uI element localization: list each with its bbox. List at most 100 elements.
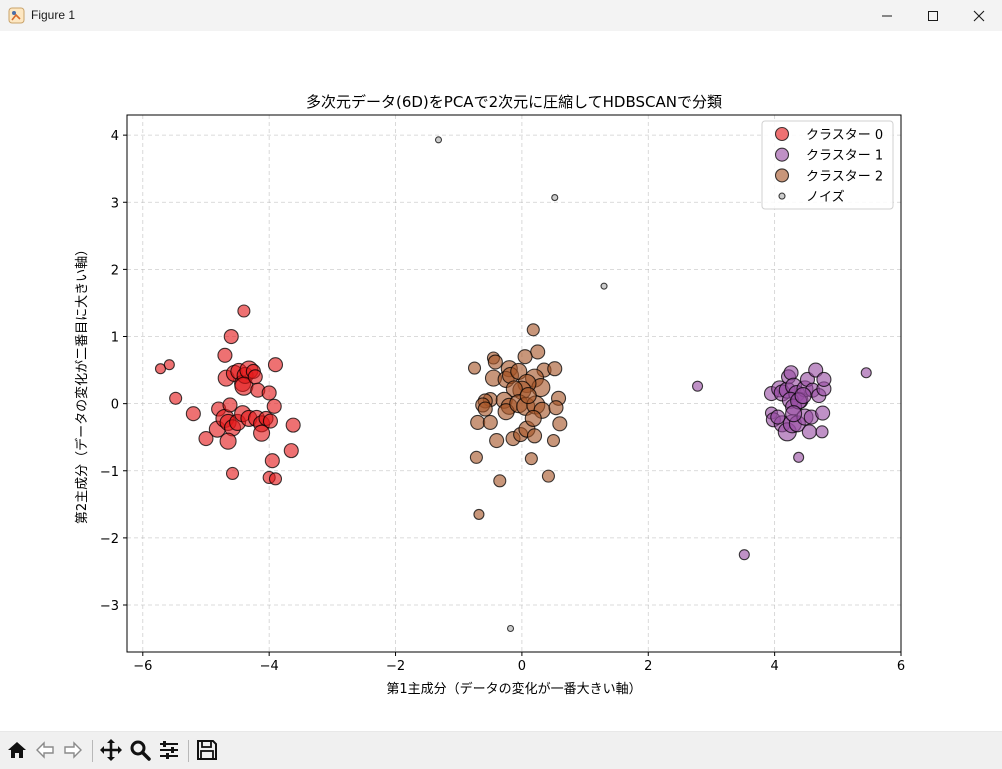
data-point bbox=[434, 136, 443, 144]
x-tick-label: 0 bbox=[518, 659, 526, 674]
window-titlebar: Figure 1 bbox=[0, 0, 1002, 32]
data-point bbox=[283, 443, 299, 459]
data-point bbox=[237, 304, 251, 318]
chart-legend: クラスター 0 クラスター 1 クラスター 2 ノイズ bbox=[761, 120, 894, 210]
y-tick-label: 4 bbox=[111, 129, 119, 144]
data-point bbox=[470, 414, 486, 430]
plot-area bbox=[126, 114, 902, 653]
data-point bbox=[552, 416, 568, 432]
data-point bbox=[222, 397, 238, 413]
data-point bbox=[738, 549, 750, 561]
data-point bbox=[517, 349, 533, 365]
matplotlib-figure-icon bbox=[8, 7, 25, 24]
maximize-button[interactable] bbox=[910, 0, 956, 31]
data-point bbox=[469, 450, 483, 464]
data-point bbox=[482, 414, 498, 430]
data-point bbox=[815, 425, 829, 439]
data-point bbox=[268, 472, 283, 486]
data-point bbox=[524, 452, 538, 466]
y-tick-label: −1 bbox=[100, 465, 119, 480]
data-point bbox=[793, 451, 805, 463]
data-point bbox=[489, 433, 505, 449]
back-arrow-icon bbox=[36, 741, 54, 759]
legend-box bbox=[761, 120, 894, 210]
back-button[interactable] bbox=[33, 738, 57, 762]
data-point bbox=[487, 354, 503, 370]
x-tick-label: −6 bbox=[133, 659, 152, 674]
data-point bbox=[547, 361, 563, 377]
close-icon bbox=[973, 10, 985, 21]
data-point bbox=[519, 387, 537, 405]
data-point bbox=[493, 474, 507, 488]
close-button[interactable] bbox=[956, 0, 1002, 31]
minimize-icon bbox=[882, 15, 892, 16]
data-point bbox=[860, 367, 872, 379]
data-point bbox=[600, 282, 608, 290]
data-point bbox=[801, 424, 817, 440]
data-point bbox=[546, 434, 561, 448]
zoom-button[interactable] bbox=[128, 738, 152, 762]
data-point bbox=[548, 400, 564, 416]
data-point bbox=[154, 363, 167, 375]
data-point bbox=[223, 328, 239, 345]
data-point bbox=[253, 424, 271, 442]
toolbar-separator bbox=[92, 740, 93, 762]
data-point bbox=[815, 405, 831, 421]
y-tick-label: 1 bbox=[111, 331, 119, 346]
forward-button[interactable] bbox=[61, 738, 85, 762]
window-title: Figure 1 bbox=[31, 8, 76, 22]
y-tick-label: 0 bbox=[111, 398, 119, 413]
home-icon bbox=[8, 742, 26, 758]
legend-label: クラスター 0 bbox=[806, 128, 883, 143]
data-point bbox=[217, 347, 233, 363]
data-point bbox=[163, 359, 175, 371]
x-tick-label: 4 bbox=[770, 659, 778, 674]
y-tick-label: 2 bbox=[111, 263, 119, 278]
navigation-toolbar bbox=[0, 731, 1002, 769]
data-point bbox=[198, 430, 214, 447]
pan-button[interactable] bbox=[99, 738, 123, 762]
x-tick-label: 6 bbox=[897, 659, 905, 674]
x-tick-label: −2 bbox=[386, 659, 405, 674]
y-tick-label: −3 bbox=[100, 599, 119, 614]
data-point bbox=[285, 417, 301, 433]
data-point bbox=[219, 432, 237, 450]
legend-marker bbox=[774, 126, 790, 142]
data-point bbox=[473, 508, 485, 520]
chart-title: 多次元データ(6D)をPCAで2次元に圧縮してHDBSCANで分類 bbox=[306, 93, 722, 111]
home-button[interactable] bbox=[5, 738, 29, 762]
x-tick-label: −4 bbox=[260, 659, 279, 674]
toolbar-separator bbox=[188, 740, 189, 762]
data-point bbox=[477, 401, 493, 417]
y-tick-label: −2 bbox=[100, 532, 119, 547]
data-point bbox=[770, 409, 786, 425]
data-point bbox=[526, 323, 540, 337]
data-point bbox=[169, 391, 183, 405]
data-point bbox=[261, 385, 277, 401]
data-point bbox=[783, 365, 799, 381]
data-point bbox=[551, 194, 559, 202]
figure-canvas[interactable]: −6 −4 −2 0 2 4 6 −3 −2 −1 0 1 2 3 4 多次元データ(6D)をPCAで2次元… bbox=[0, 31, 1002, 731]
minimize-button[interactable] bbox=[864, 0, 910, 31]
data-point bbox=[691, 380, 704, 392]
configure-subplots-button[interactable] bbox=[157, 738, 181, 762]
y-axis-label: 第2主成分（データの変化が二番目に大きい軸） bbox=[74, 243, 90, 524]
data-point bbox=[785, 405, 803, 423]
data-point bbox=[524, 409, 542, 427]
forward-arrow-icon bbox=[64, 741, 82, 759]
data-point bbox=[541, 469, 555, 483]
data-points bbox=[154, 136, 872, 633]
data-point bbox=[506, 624, 515, 633]
save-button[interactable] bbox=[195, 738, 219, 762]
axis-ticks: −6 −4 −2 0 2 4 6 −3 −2 −1 0 1 2 3 4 bbox=[100, 129, 905, 674]
zoom-magnifier-icon bbox=[130, 740, 151, 761]
maximize-icon bbox=[928, 10, 938, 21]
data-point bbox=[185, 406, 201, 422]
save-disk-icon bbox=[197, 740, 217, 760]
data-point bbox=[526, 428, 543, 444]
data-point bbox=[467, 361, 482, 375]
legend-label: クラスター 2 bbox=[806, 169, 883, 184]
data-point bbox=[247, 369, 263, 385]
data-point bbox=[266, 398, 282, 414]
y-tick-label: 3 bbox=[111, 196, 119, 211]
